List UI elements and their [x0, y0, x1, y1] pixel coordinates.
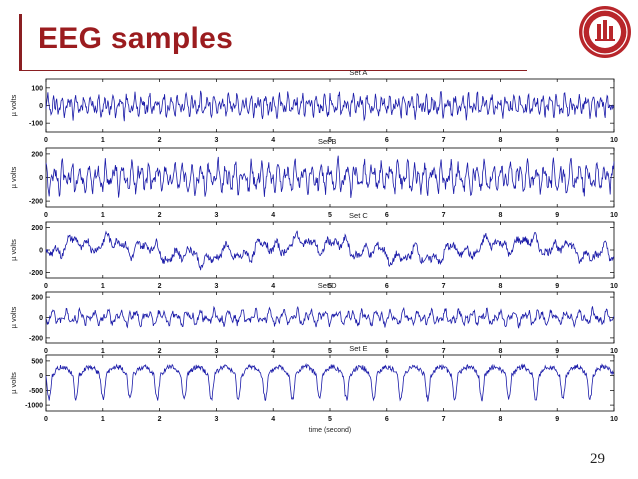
- x-tick-label: 9: [555, 212, 559, 219]
- x-tick-label: 6: [385, 416, 389, 423]
- y-tick-label: 0: [39, 373, 43, 380]
- eeg-trace-set-c: [45, 230, 615, 271]
- chart-title: Set E: [349, 344, 367, 353]
- x-tick-label: 8: [498, 212, 502, 219]
- x-tick-label: 4: [271, 212, 275, 219]
- plot-frame-1: [45, 78, 615, 133]
- x-tick-label: 7: [442, 348, 446, 355]
- y-tick-label: 200: [31, 295, 43, 302]
- y-tick-label: 0: [39, 103, 43, 110]
- x-tick-label: 9: [555, 348, 559, 355]
- x-tick-label: 2: [158, 212, 162, 219]
- title-underline: [19, 70, 527, 71]
- y-axis-label: µ volts: [9, 372, 18, 394]
- x-tick-label: 6: [385, 283, 389, 290]
- x-tick-label: 1: [101, 283, 105, 290]
- x-tick-label: 10: [610, 137, 618, 144]
- x-tick-label: 8: [498, 416, 502, 423]
- x-tick-label: 5: [328, 416, 332, 423]
- y-tick-label: 0: [39, 315, 43, 322]
- x-tick-label: 5: [328, 137, 332, 144]
- x-tick-label: 0: [44, 416, 48, 423]
- x-tick-label: 7: [442, 212, 446, 219]
- x-tick-label: 7: [442, 283, 446, 290]
- x-tick-label: 4: [271, 416, 275, 423]
- university-seal-logo: [579, 6, 631, 58]
- x-tick-label: 4: [271, 137, 275, 144]
- x-tick-label: 3: [214, 137, 218, 144]
- x-tick-label: 6: [385, 137, 389, 144]
- x-tick-label: 7: [442, 416, 446, 423]
- y-tick-label: -200: [29, 335, 43, 342]
- x-tick-label: 10: [610, 283, 618, 290]
- x-tick-label: 2: [158, 137, 162, 144]
- y-tick-label: 500: [31, 358, 43, 365]
- x-tick-label: 5: [328, 348, 332, 355]
- title-accent-bar: [19, 14, 22, 70]
- x-tick-label: 3: [214, 348, 218, 355]
- x-tick-label: 8: [498, 137, 502, 144]
- x-tick-label: 0: [44, 283, 48, 290]
- chart-title: Set A: [349, 68, 367, 77]
- x-tick-label: 7: [442, 137, 446, 144]
- eeg-trace-set-a: [45, 90, 615, 122]
- x-tick-label: 0: [44, 348, 48, 355]
- eeg-trace-set-b: [45, 155, 615, 198]
- x-tick-label: 8: [498, 348, 502, 355]
- x-tick-label: 0: [44, 212, 48, 219]
- y-axis-label: µ volts: [9, 306, 18, 328]
- y-tick-label: -100: [29, 121, 43, 128]
- x-tick-label: 10: [610, 416, 618, 423]
- chart-title: Set B: [318, 137, 336, 146]
- y-tick-label: 200: [31, 225, 43, 232]
- page-number: 29: [590, 451, 605, 467]
- y-tick-label: 100: [31, 85, 43, 92]
- x-axis-label: time (second): [309, 427, 351, 434]
- chart-title: Set C: [349, 211, 368, 220]
- x-tick-label: 3: [214, 212, 218, 219]
- plot-frame-3: [45, 221, 615, 279]
- x-tick-label: 1: [101, 212, 105, 219]
- y-axis-label: µ volts: [9, 239, 18, 261]
- x-tick-label: 2: [158, 348, 162, 355]
- x-tick-label: 4: [271, 283, 275, 290]
- y-tick-label: -200: [29, 199, 43, 206]
- x-tick-label: 9: [555, 283, 559, 290]
- y-axis-label: µ volts: [9, 94, 18, 116]
- x-tick-label: 9: [555, 137, 559, 144]
- plot-frame-5: [45, 354, 615, 412]
- y-tick-label: 200: [31, 151, 43, 158]
- x-tick-label: 8: [498, 283, 502, 290]
- y-tick-label: 0: [39, 248, 43, 255]
- x-tick-label: 6: [385, 348, 389, 355]
- x-tick-label: 4: [271, 348, 275, 355]
- x-tick-label: 1: [101, 348, 105, 355]
- x-tick-label: 0: [44, 137, 48, 144]
- y-tick-label: -200: [29, 270, 43, 277]
- x-tick-label: 1: [101, 137, 105, 144]
- chart-title: Set D: [318, 281, 337, 290]
- x-tick-label: 10: [610, 348, 618, 355]
- slide-title: EEG samples: [38, 22, 234, 55]
- y-axis-label: µ volts: [9, 166, 18, 188]
- x-tick-label: 2: [158, 283, 162, 290]
- y-tick-label: -1000: [25, 403, 43, 410]
- x-tick-label: 10: [610, 212, 618, 219]
- x-tick-label: 5: [328, 283, 332, 290]
- y-tick-label: 0: [39, 175, 43, 182]
- x-tick-label: 3: [214, 416, 218, 423]
- x-tick-label: 3: [214, 283, 218, 290]
- x-tick-label: 6: [385, 212, 389, 219]
- eeg-trace-set-e: [45, 362, 614, 402]
- x-tick-label: 2: [158, 416, 162, 423]
- x-tick-label: 5: [328, 212, 332, 219]
- eeg-trace-set-d: [45, 305, 615, 329]
- x-tick-label: 9: [555, 416, 559, 423]
- y-tick-label: -500: [29, 388, 43, 395]
- x-tick-label: 1: [101, 416, 105, 423]
